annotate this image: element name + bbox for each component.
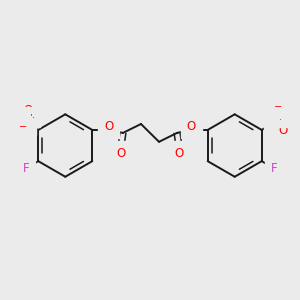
Text: O: O [23,104,33,117]
Text: O: O [12,124,21,137]
Text: O: O [175,147,184,160]
Text: +: + [277,113,284,122]
Text: F: F [271,162,278,175]
Text: −: − [19,122,27,132]
Text: O: O [267,104,277,117]
Text: N: N [20,116,30,129]
Text: O: O [116,147,125,160]
Text: O: O [187,120,196,133]
Text: +: + [27,113,34,122]
Text: F: F [22,162,29,175]
Text: O: O [104,120,113,133]
Text: −: − [274,102,282,112]
Text: O: O [279,124,288,137]
Text: N: N [270,116,280,129]
